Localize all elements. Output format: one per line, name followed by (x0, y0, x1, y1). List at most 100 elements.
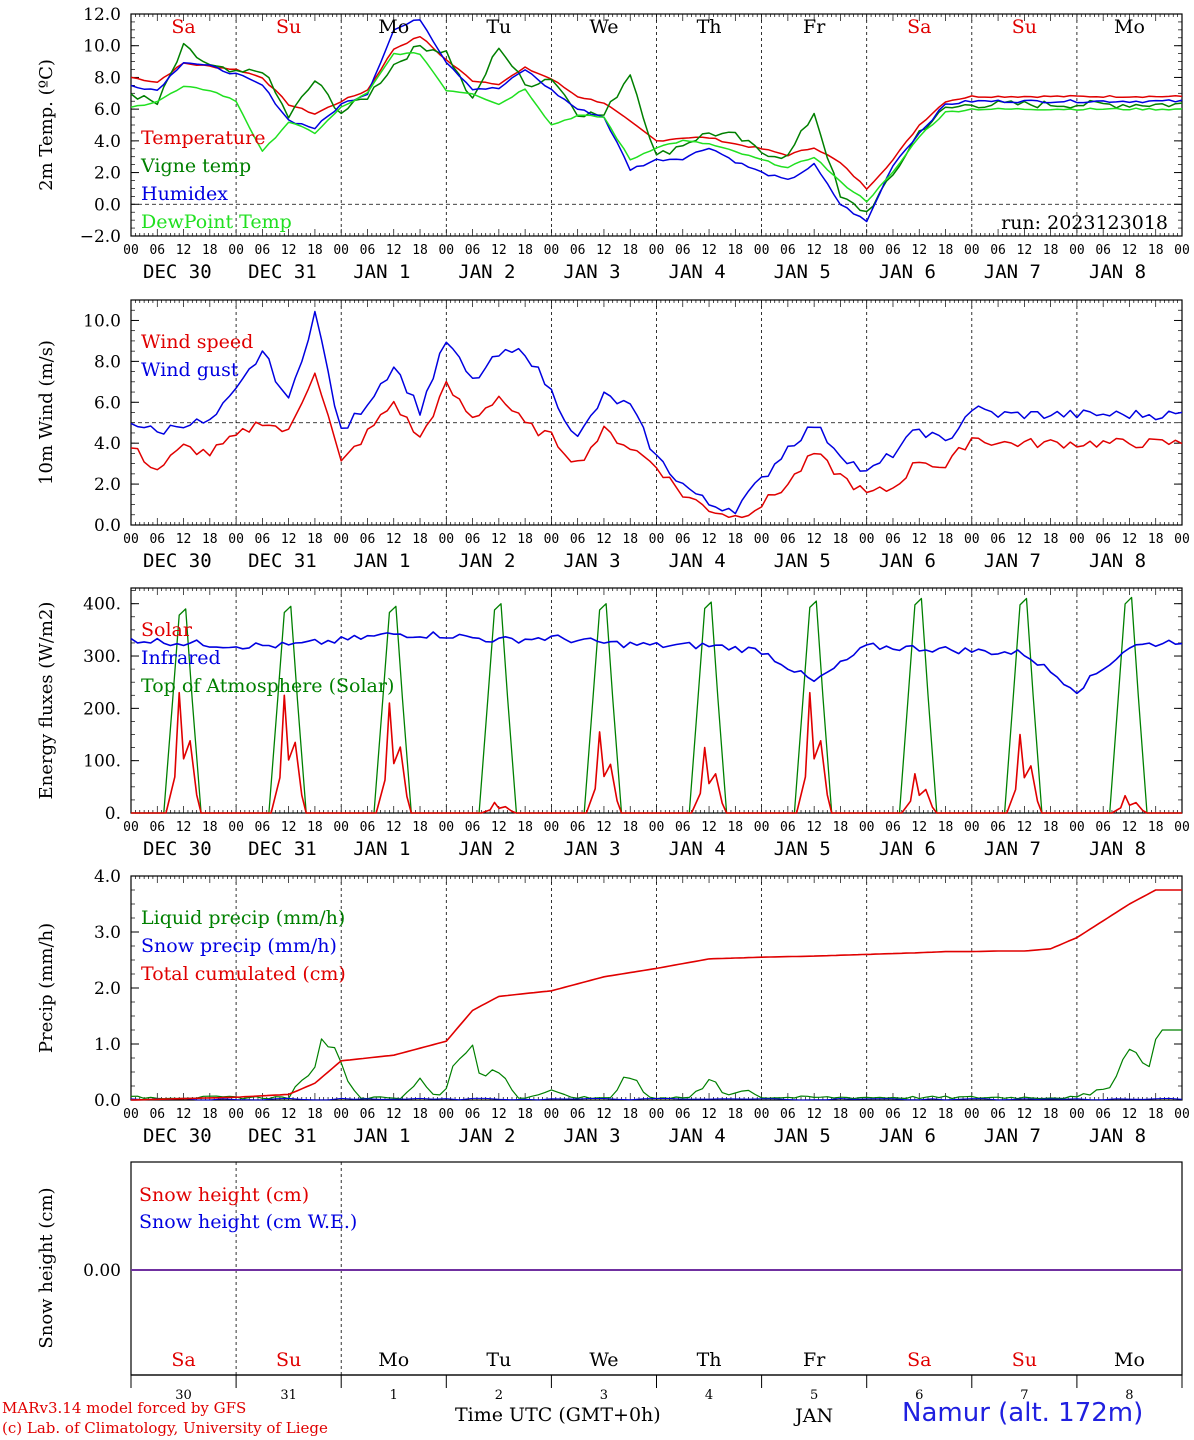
hour-label: 18 (727, 820, 743, 835)
date-label: JAN 2 (458, 838, 515, 860)
y-tick-label: 200. (83, 699, 121, 719)
day-name: Su (276, 1349, 301, 1371)
legend-solar: Solar (141, 619, 193, 641)
hour-label: 06 (360, 532, 376, 547)
hour-label: 18 (412, 532, 428, 547)
hour-label: 00 (649, 243, 665, 258)
hour-label: 00 (228, 1107, 244, 1122)
y-tick-label: 6.0 (94, 100, 121, 120)
date-label: JAN 4 (669, 261, 726, 283)
date-label: DEC 30 (143, 1125, 212, 1147)
hour-label: 18 (202, 1107, 218, 1122)
day-name: Tu (486, 16, 511, 38)
hour-label: 00 (859, 1107, 875, 1122)
hour-label: 18 (1148, 532, 1164, 547)
hour-label: 18 (202, 532, 218, 547)
hour-label: 18 (833, 1107, 849, 1122)
y-tick-label: 0.0 (94, 1091, 121, 1111)
hour-label: 06 (780, 1107, 796, 1122)
y-tick-label: 10.0 (83, 37, 121, 57)
date-label: DEC 31 (248, 1125, 317, 1147)
y-tick-label: 4.0 (94, 867, 121, 887)
hour-label: 00 (438, 243, 454, 258)
hour-label: 06 (149, 532, 165, 547)
date-label: JAN 3 (563, 1125, 620, 1147)
hour-label: 12 (806, 1107, 822, 1122)
hour-label: 06 (465, 532, 481, 547)
hour-label: 18 (307, 243, 323, 258)
series-temperature (130, 35, 1183, 190)
series-humidex (130, 19, 1183, 223)
date-label: JAN 4 (669, 838, 726, 860)
month-label: JAN (793, 1405, 833, 1427)
hour-label: 18 (202, 243, 218, 258)
hour-label: 12 (281, 243, 297, 258)
hour-label: 00 (228, 532, 244, 547)
hour-label: 00 (123, 1107, 139, 1122)
date-label: JAN 3 (563, 838, 620, 860)
hour-label: 00 (964, 820, 980, 835)
hour-label: 12 (1017, 243, 1033, 258)
day-name: Su (276, 16, 301, 38)
y-axis-label: Snow height (cm) (36, 1187, 57, 1348)
hour-label: 06 (360, 1107, 376, 1122)
date-label: JAN 2 (458, 550, 515, 572)
hour-label: 18 (517, 243, 533, 258)
panel-1-frame (130, 299, 1183, 526)
date-label: JAN 3 (563, 550, 620, 572)
hour-label: 00 (1069, 820, 1085, 835)
hour-label: 06 (465, 1107, 481, 1122)
hour-label: 06 (149, 820, 165, 835)
hour-label: 00 (123, 243, 139, 258)
day-name: Su (1012, 1349, 1037, 1371)
date-label: JAN 7 (984, 261, 1041, 283)
hour-label: 12 (701, 820, 717, 835)
day-name: Mo (1114, 16, 1145, 38)
series-snow-precip (130, 1097, 1183, 1101)
hour-label: 06 (1095, 532, 1111, 547)
legend-liquid-precip-mm-h-: Liquid precip (mm/h) (141, 907, 345, 929)
hour-label: 06 (1095, 1107, 1111, 1122)
hour-label: 12 (701, 243, 717, 258)
day-name: Sa (171, 16, 195, 38)
legend-wind-gust: Wind gust (141, 359, 239, 381)
hour-label: 06 (255, 820, 271, 835)
y-tick-label: −2.0 (80, 227, 121, 247)
hour-label: 06 (885, 820, 901, 835)
hour-label: 18 (938, 532, 954, 547)
y-tick-label: 400. (83, 595, 121, 615)
hour-label: 00 (859, 532, 875, 547)
hour-label: 00 (649, 532, 665, 547)
hour-label: 00 (754, 1107, 770, 1122)
hour-label: 12 (491, 243, 507, 258)
model-credit: MARv3.14 model forced by GFS (c) Lab. of… (2, 1398, 328, 1438)
hour-label: 00 (544, 532, 560, 547)
hour-label: 12 (176, 532, 192, 547)
date-label: DEC 31 (248, 550, 317, 572)
hour-label: 12 (1017, 820, 1033, 835)
hour-label: 12 (1017, 1107, 1033, 1122)
series-dewpoint-temp (130, 51, 1183, 203)
hour-label: 12 (281, 532, 297, 547)
hour-label: 00 (649, 1107, 665, 1122)
hour-label: 18 (833, 243, 849, 258)
date-label: JAN 1 (353, 1125, 410, 1147)
panel-2-frame (130, 587, 1183, 814)
hour-label: 00 (754, 820, 770, 835)
hour-label: 12 (491, 1107, 507, 1122)
hour-label: 06 (360, 820, 376, 835)
hour-label: 00 (228, 820, 244, 835)
y-tick-label: 2.0 (94, 979, 121, 999)
hour-label: 06 (255, 532, 271, 547)
day-number: 3 (600, 1388, 608, 1403)
date-label: JAN 5 (774, 261, 831, 283)
day-name: We (589, 16, 618, 38)
day-name: Mo (1114, 1349, 1145, 1371)
hour-label: 00 (438, 1107, 454, 1122)
hour-label: 06 (465, 243, 481, 258)
hour-label: 12 (386, 820, 402, 835)
date-label: JAN 6 (879, 261, 936, 283)
hour-label: 12 (176, 820, 192, 835)
hour-label: 06 (570, 820, 586, 835)
hour-label: 06 (255, 243, 271, 258)
